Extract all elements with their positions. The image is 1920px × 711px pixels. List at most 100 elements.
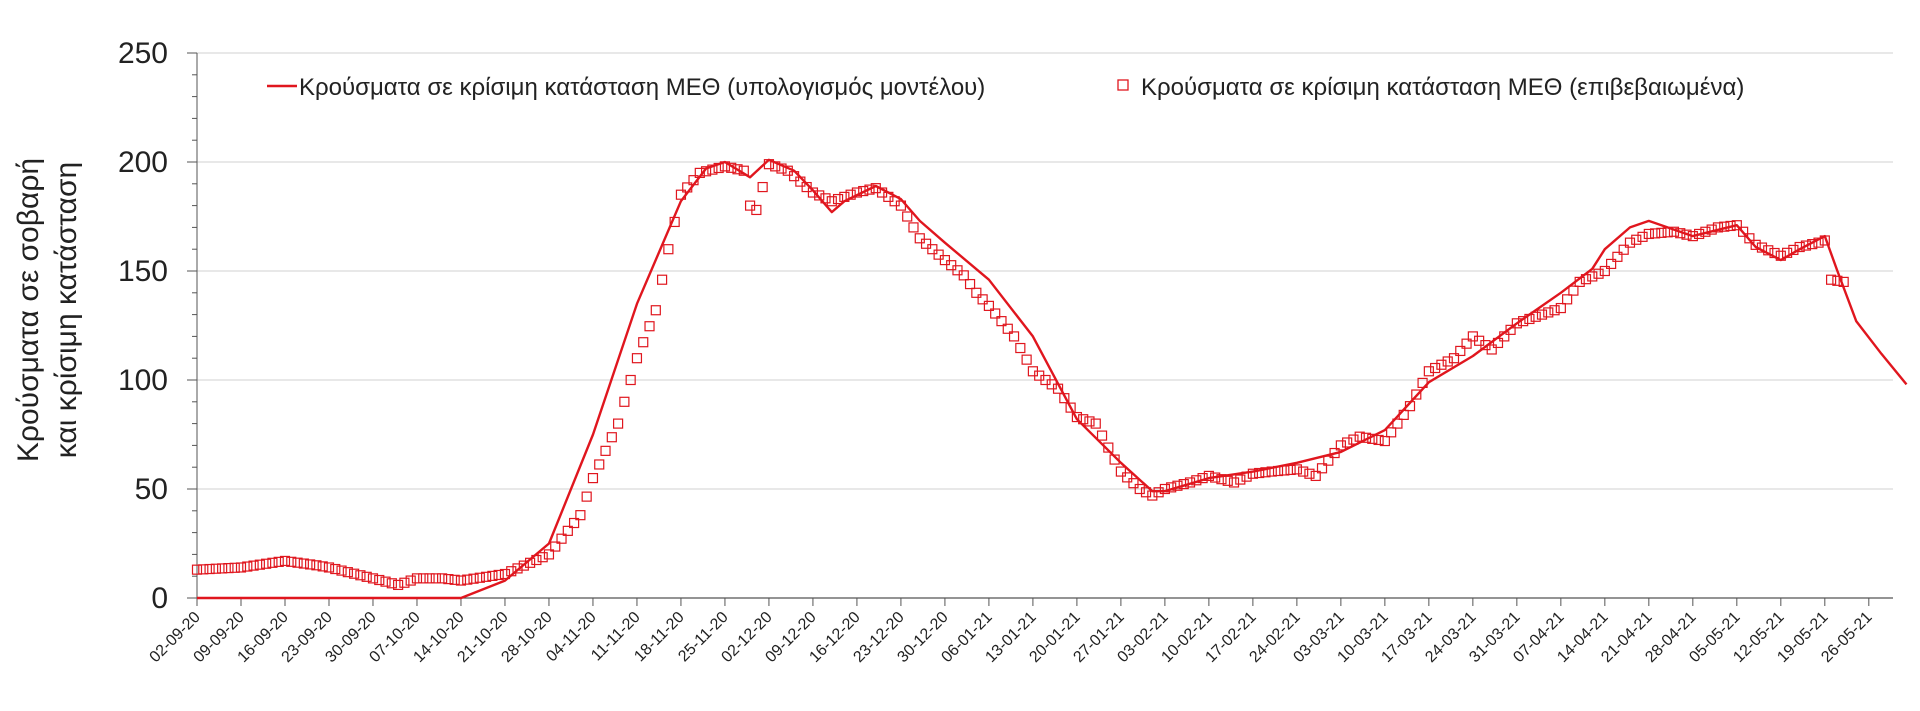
data-point-confirmed: [1342, 437, 1353, 448]
data-point-confirmed: [474, 572, 485, 583]
data-point-confirmed: [914, 233, 925, 244]
data-point-confirmed: [908, 222, 919, 233]
data-point-confirmed: [342, 567, 353, 578]
data-point-confirmed: [386, 578, 397, 589]
data-point-confirmed: [267, 557, 278, 568]
data-point-confirmed: [1260, 467, 1271, 478]
data-point-confirmed: [1800, 240, 1812, 251]
data-point-confirmed: [437, 573, 448, 584]
data-point-confirmed: [242, 561, 253, 572]
data-point-confirmed: [587, 473, 599, 484]
data-point-confirmed: [1392, 418, 1403, 429]
data-point-confirmed: [229, 562, 240, 573]
data-point-confirmed: [481, 571, 492, 582]
data-point-confirmed: [1650, 228, 1661, 239]
data-point-confirmed: [279, 555, 291, 567]
data-point-confirmed: [757, 181, 768, 193]
data-point-confirmed: [700, 166, 712, 177]
data-point-confirmed: [581, 491, 592, 502]
data-point-confirmed: [990, 308, 1001, 319]
data-point-confirmed: [1134, 483, 1145, 495]
data-point-confirmed: [1354, 431, 1365, 442]
data-point-confirmed: [1612, 251, 1623, 262]
data-point-confirmed: [1624, 237, 1636, 248]
data-point-confirmed: [1825, 274, 1837, 285]
data-point-confirmed: [864, 184, 875, 195]
data-point-confirmed: [286, 556, 297, 567]
data-point-confirmed: [1486, 344, 1497, 355]
data-point-confirmed: [902, 211, 913, 222]
data-point-confirmed: [1656, 227, 1667, 238]
data-point-confirmed: [273, 556, 284, 567]
data-point-confirmed: [361, 571, 372, 582]
line-layer: [197, 158, 1908, 600]
data-point-confirmed: [1744, 233, 1755, 244]
data-point-confirmed: [1316, 463, 1328, 474]
data-point-confirmed: [644, 321, 655, 332]
data-point-confirmed: [248, 560, 259, 571]
data-point-confirmed: [512, 563, 523, 574]
data-point-confirmed: [1228, 477, 1240, 488]
data-point-confirmed: [1599, 265, 1610, 277]
data-point-confirmed: [223, 563, 234, 574]
data-point-confirmed: [311, 560, 322, 571]
data-point-confirmed: [1015, 342, 1026, 354]
data-point-confirmed: [1002, 323, 1013, 334]
data-point-confirmed: [1373, 434, 1384, 446]
data-point-confirmed: [355, 570, 366, 581]
data-point-confirmed: [1430, 362, 1441, 374]
data-point-confirmed: [1084, 416, 1095, 427]
data-point-confirmed: [971, 287, 982, 298]
data-point-confirmed: [996, 316, 1007, 327]
data-point-confirmed: [964, 278, 976, 290]
data-point-confirmed: [826, 196, 837, 207]
data-point-confirmed: [1008, 331, 1020, 342]
data-point-confirmed: [405, 575, 416, 586]
data-point-confirmed: [1568, 285, 1579, 296]
data-point-confirmed: [449, 574, 460, 585]
series-line-model: [197, 158, 1908, 600]
y-tick-label: 150: [118, 255, 168, 288]
y-tick-label: 0: [151, 582, 168, 615]
data-point-confirmed: [575, 510, 586, 521]
data-point-confirmed: [1738, 226, 1749, 237]
data-point-confirmed: [1555, 302, 1566, 314]
data-point-confirmed: [455, 575, 467, 586]
data-point-confirmed: [217, 563, 228, 574]
data-point-confirmed: [235, 562, 247, 573]
data-point-confirmed: [1348, 434, 1359, 445]
y-tick-label: 250: [118, 37, 168, 70]
data-point-confirmed: [261, 558, 272, 569]
data-point-confirmed: [1386, 427, 1397, 438]
data-point-confirmed: [298, 558, 309, 569]
data-point-confirmed: [1461, 338, 1472, 349]
data-point-confirmed: [1587, 271, 1598, 282]
data-point-confirmed: [1203, 470, 1214, 482]
data-point-confirmed: [983, 300, 995, 311]
data-point-confirmed: [612, 418, 624, 429]
data-point-confirmed: [1511, 318, 1522, 329]
data-point-confirmed: [1712, 222, 1724, 233]
marker-layer: [191, 159, 1849, 591]
data-point-confirmed: [292, 557, 303, 568]
y-axis-title-line-1: Κρούσματα σε σοβαρή: [12, 158, 45, 462]
data-point-confirmed: [411, 573, 423, 584]
data-point-confirmed: [198, 564, 209, 575]
data-point-confirmed: [1122, 472, 1133, 483]
data-point-confirmed: [254, 559, 265, 570]
data-point-confirmed: [556, 533, 567, 544]
data-point-confirmed: [1411, 389, 1422, 400]
label-layer: 05010015020025002-09-2009-09-2016-09-202…: [118, 37, 1876, 666]
data-point-confirmed: [518, 560, 529, 571]
data-point-confirmed: [393, 579, 404, 591]
data-point-confirmed: [430, 573, 441, 584]
data-point-confirmed: [1536, 309, 1548, 320]
y-axis-title: Κρούσματα σε σοβαρή και κρίσιμη κατάστασ…: [12, 158, 83, 462]
data-point-confirmed: [631, 353, 643, 364]
data-point-confirmed: [1021, 354, 1032, 365]
data-point-confirmed: [349, 568, 360, 579]
data-point-confirmed: [367, 573, 379, 584]
data-point-confirmed: [1637, 231, 1648, 242]
y-tick-label: 200: [118, 146, 168, 179]
